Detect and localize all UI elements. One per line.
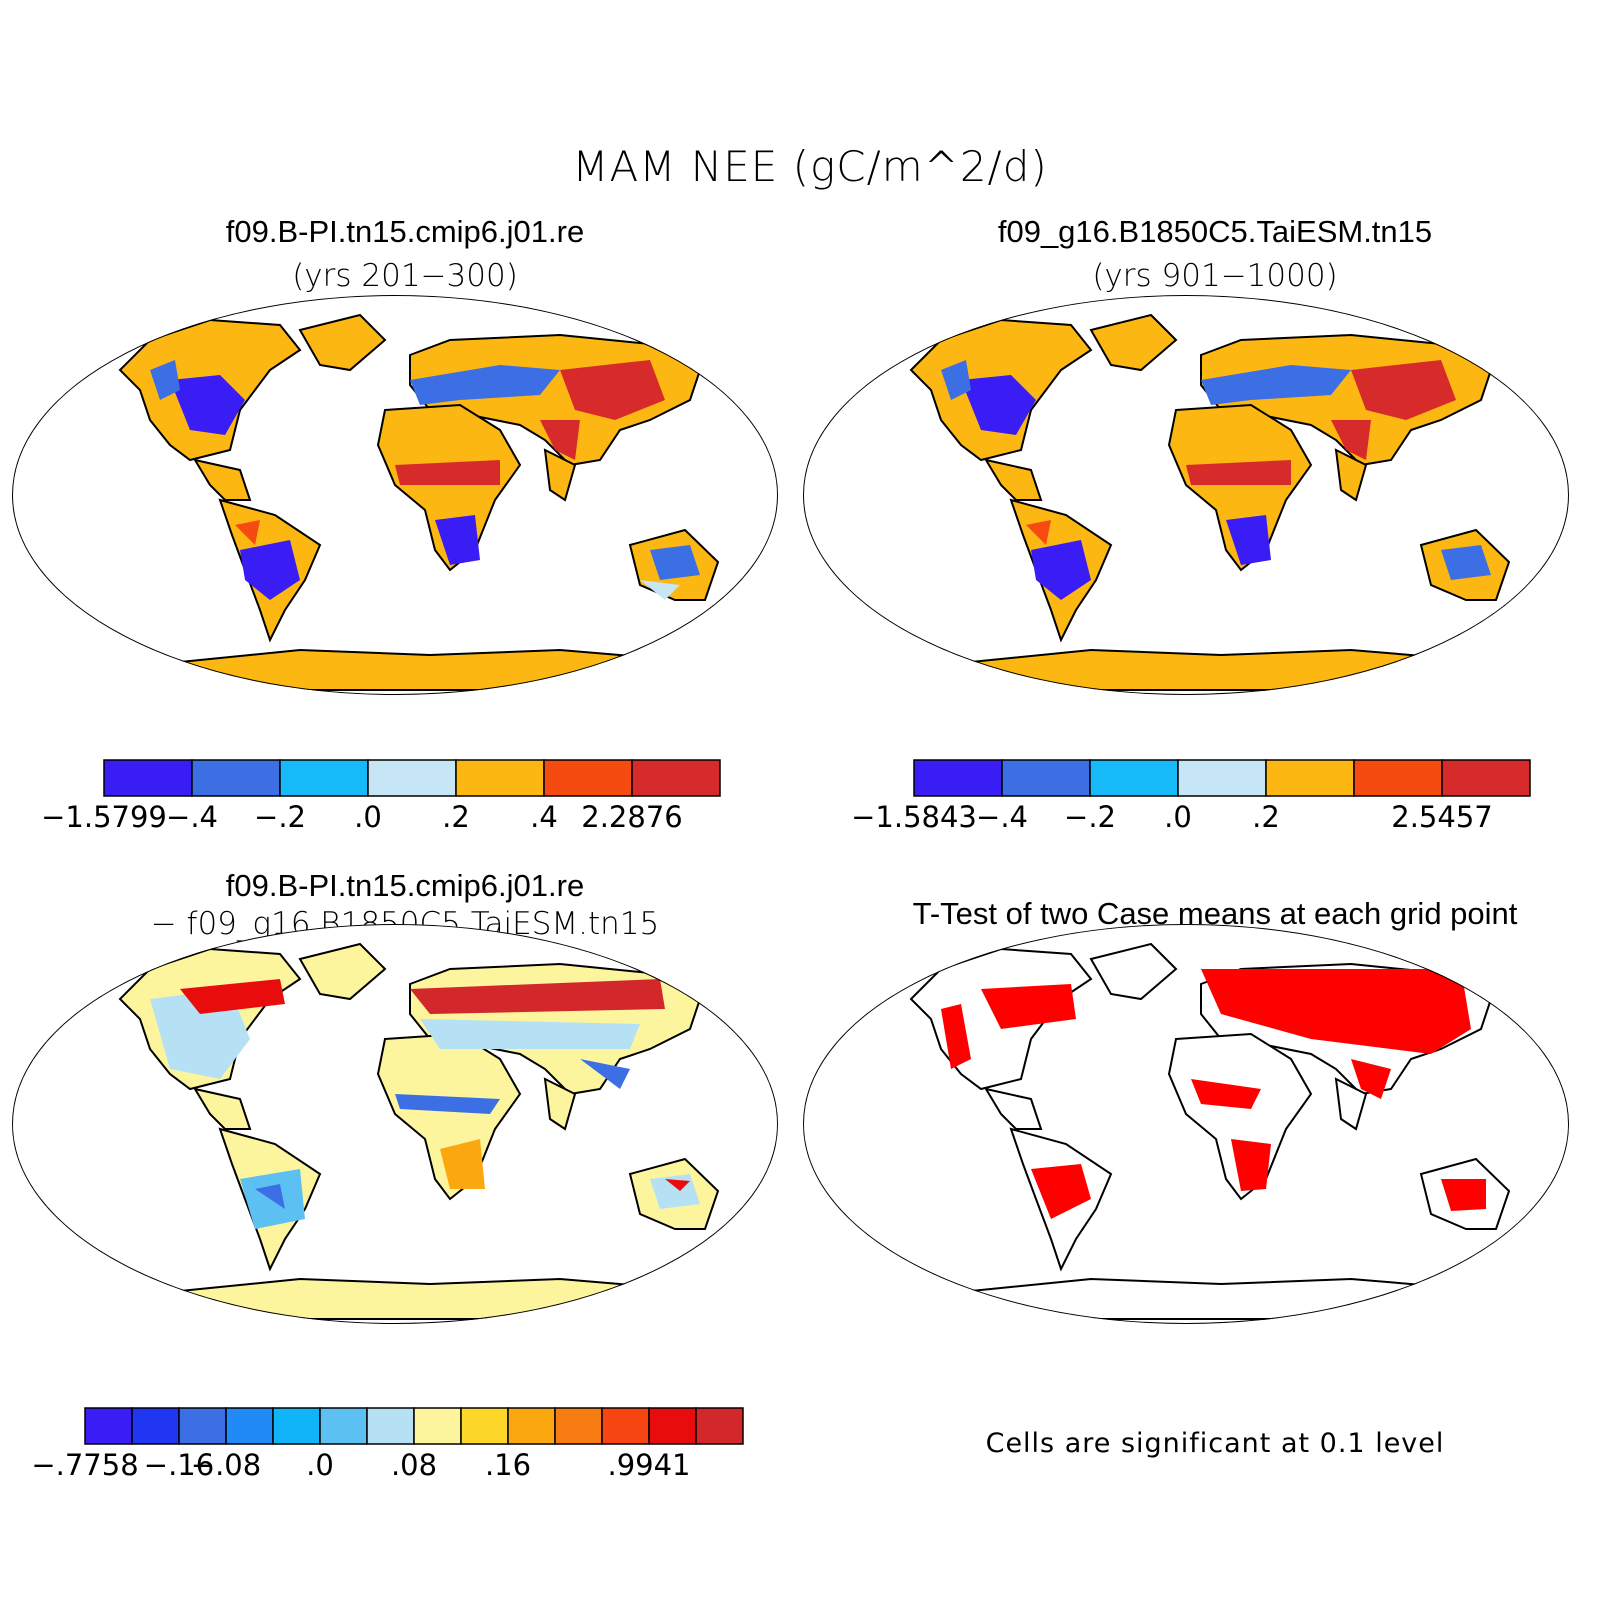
- colorbar-swatch: [1353, 759, 1443, 797]
- colorbar-tick-label: 2.5457: [1391, 800, 1492, 834]
- colorbar-swatch: [507, 1407, 556, 1445]
- colorbar-swatch: [543, 759, 633, 797]
- colorbar-swatch: [695, 1407, 744, 1445]
- panel1-subtitle: (yrs 201−300): [292, 258, 518, 294]
- significance-note: Cells are significant at 0.1 level: [985, 1428, 1445, 1459]
- colorbar-panel3: −.7758 −.16−.08 .0 .08 .16 .9941: [31, 1407, 744, 1482]
- colorbar-tick-label: .08: [391, 1448, 437, 1482]
- colorbar-tick-label: −.4: [166, 800, 218, 834]
- colorbar-tick-label: −.2: [254, 800, 306, 834]
- panel3-title: f09.B-PI.tn15.cmip6.j01.re: [225, 868, 585, 903]
- colorbar-tick-label: −1.5843: [851, 800, 977, 834]
- colorbar-swatch: [554, 1407, 603, 1445]
- colorbar-tick-label: .16: [485, 1448, 531, 1482]
- colorbar-tick-label: .0: [306, 1448, 334, 1482]
- panel4-map: [803, 924, 1569, 1324]
- colorbar-swatch: [131, 1407, 180, 1445]
- colorbar-tick-label: .0: [354, 800, 382, 834]
- colorbar-swatch: [455, 759, 545, 797]
- panel3-map: [12, 924, 778, 1324]
- colorbar-tick-label: .4: [530, 800, 558, 834]
- panel2-title: f09_g16.B1850C5.TaiESM.tn15: [997, 214, 1433, 249]
- panel2-subtitle: (yrs 901−1000): [1092, 258, 1338, 294]
- panel2-map: [803, 295, 1569, 695]
- colorbar-swatch: [319, 1407, 368, 1445]
- colorbar-tick-label: .9941: [607, 1448, 690, 1482]
- colorbar-swatch: [84, 1407, 133, 1445]
- colorbar-tick-label: −.08: [191, 1448, 261, 1482]
- colorbar-swatch: [272, 1407, 321, 1445]
- figure-title: MAM NEE (gC/m^2/d): [572, 142, 1048, 191]
- colorbar-tick-label: .2: [1252, 800, 1280, 834]
- colorbar-swatch: [367, 759, 457, 797]
- colorbar-swatch: [279, 759, 369, 797]
- colorbar-swatch: [601, 1407, 650, 1445]
- colorbar-swatch: [191, 759, 281, 797]
- colorbar-swatch: [366, 1407, 415, 1445]
- colorbar-swatch: [913, 759, 1003, 797]
- colorbar-panel1: −1.5799 −.4 −.2 .0 .2 .4 2.2876: [41, 759, 721, 834]
- colorbar-tick-label: −1.5799: [41, 800, 167, 834]
- colorbar-swatch: [1177, 759, 1267, 797]
- colorbar-panel2: −1.5843 −.4 −.2 .0 .2 2.5457: [851, 759, 1531, 834]
- colorbar-tick-label: 2.2876: [581, 800, 682, 834]
- colorbar-tick-label: .0: [1164, 800, 1192, 834]
- colorbar-swatch: [631, 759, 721, 797]
- colorbar-tick-label: −.16: [144, 1448, 214, 1482]
- colorbar-swatch: [1441, 759, 1531, 797]
- panel1-map: [12, 295, 778, 695]
- colorbar-swatch: [648, 1407, 697, 1445]
- colorbar-swatch: [460, 1407, 509, 1445]
- colorbar-tick-label: −.7758: [31, 1448, 138, 1482]
- colorbar-swatch: [1089, 759, 1179, 797]
- panel1-title: f09.B-PI.tn15.cmip6.j01.re: [225, 214, 585, 249]
- colorbar-tick-label: .2: [442, 800, 470, 834]
- colorbar-swatch: [178, 1407, 227, 1445]
- colorbar-swatch: [1001, 759, 1091, 797]
- colorbar-swatch: [103, 759, 193, 797]
- colorbar-swatch: [413, 1407, 462, 1445]
- colorbar-tick-label: −.2: [1064, 800, 1116, 834]
- colorbar-swatch: [1265, 759, 1355, 797]
- colorbar-tick-label: −.4: [976, 800, 1028, 834]
- colorbar-swatch: [225, 1407, 274, 1445]
